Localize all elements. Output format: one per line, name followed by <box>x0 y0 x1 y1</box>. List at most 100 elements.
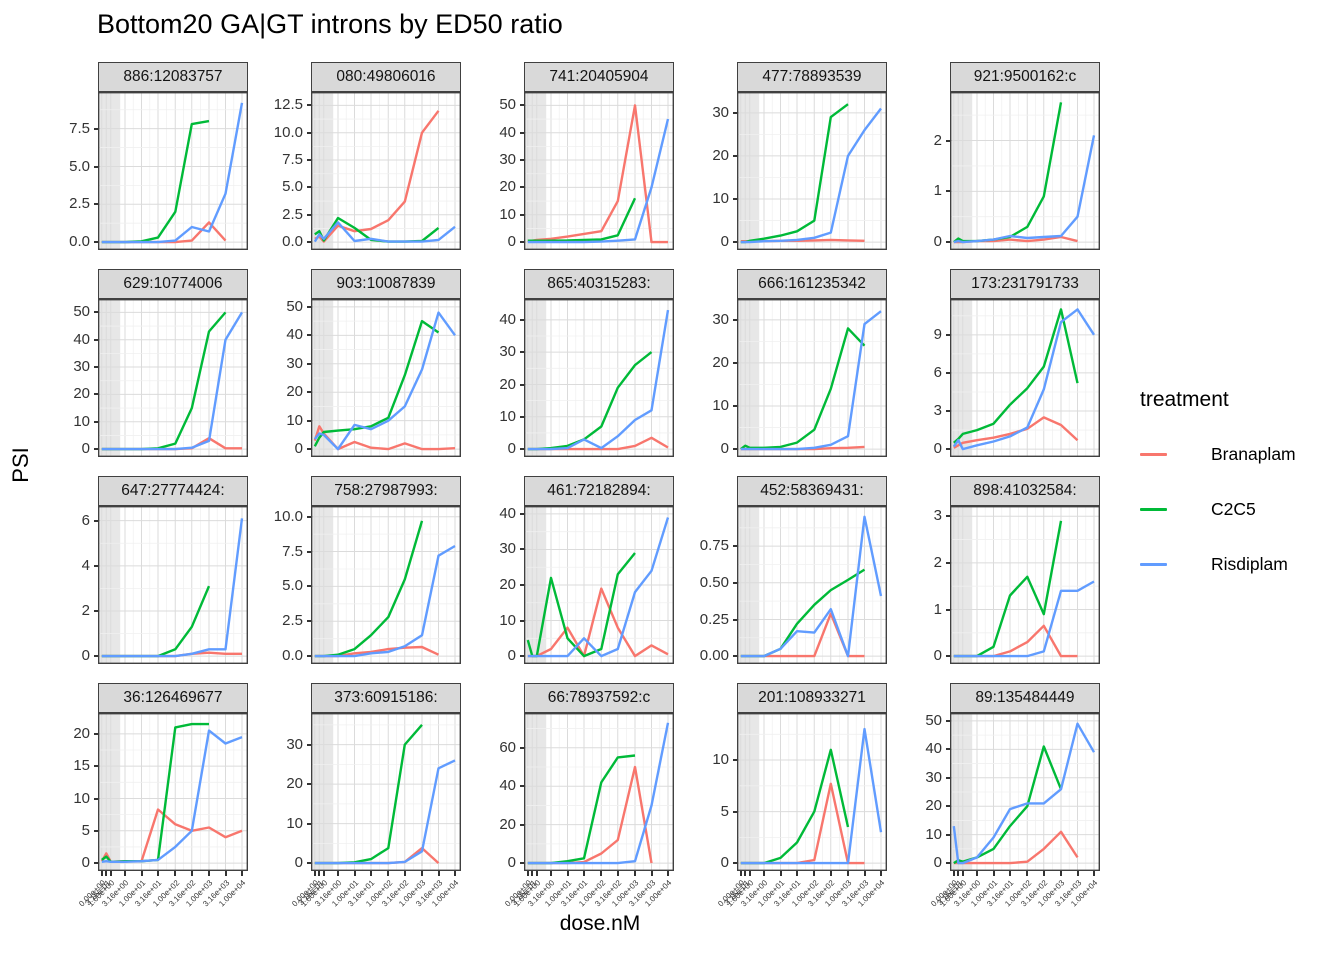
facet-strip-label: 201:108933271 <box>758 689 866 706</box>
facet-panel-plot <box>524 299 674 457</box>
x-tick-mark <box>880 871 882 876</box>
y-tick-mark <box>307 391 311 394</box>
y-tick-label: 20 <box>286 383 303 401</box>
y-tick-mark <box>94 366 98 369</box>
y-tick-label: 7.5 <box>282 542 303 560</box>
facet-panel-plot <box>950 92 1100 250</box>
x-tick-mark <box>322 871 325 876</box>
y-tick-mark <box>307 334 311 337</box>
y-tick-mark <box>307 419 311 422</box>
facet: 903:10087839 0 10 20 30 40 50 <box>265 269 461 457</box>
y-tick-label: 15 <box>73 757 90 775</box>
facet-panel-plot <box>311 506 461 664</box>
y-tick-mark <box>520 655 524 658</box>
facet-strip-label: 89:135484449 <box>975 689 1075 706</box>
y-tick-mark <box>520 548 524 551</box>
y-tick-mark <box>307 655 311 658</box>
facet-strip-label: 373:60915186: <box>334 689 438 706</box>
y-tick-mark <box>520 351 524 354</box>
series-line-risdiplam <box>740 107 882 244</box>
x-tick-mark <box>1093 871 1095 876</box>
facet-strip-label: 886:12083757 <box>123 68 223 85</box>
y-tick-mark <box>946 515 950 518</box>
facet-strip-label: 666:161235342 <box>758 275 866 292</box>
x-tick-mark <box>550 871 552 876</box>
y-tick-mark <box>946 241 950 244</box>
y-tick-mark <box>94 311 98 314</box>
y-tick-mark <box>946 410 950 412</box>
y-tick-mark <box>520 318 524 321</box>
facet-panel-plot <box>311 92 461 250</box>
y-tick-mark <box>94 127 98 130</box>
x-tick-mark <box>174 871 177 876</box>
x-tick-mark <box>535 871 538 876</box>
x-tick-mark <box>105 871 108 876</box>
y-tick-mark <box>946 561 950 564</box>
x-tick-mark <box>779 871 782 876</box>
y-tick-label: 4 <box>81 556 90 574</box>
series-line-risdiplam <box>952 722 1096 865</box>
y-tick-mark <box>946 776 950 779</box>
facet: 452:58369431: 0.00 0.25 0.50 0.75 <box>691 476 887 664</box>
y-tick-mark <box>520 213 524 216</box>
y-tick-label: 0 <box>81 440 90 458</box>
facet-strip-label: 647:27774424: <box>121 482 225 499</box>
y-tick-mark <box>946 333 950 336</box>
y-tick-mark <box>733 198 737 200</box>
facet-strip: 373:60915186: <box>311 683 461 713</box>
y-tick-label: 0 <box>81 854 90 872</box>
x-tick-mark <box>157 871 159 876</box>
legend-entry: Branaplam <box>1140 441 1296 467</box>
y-tick-mark <box>733 448 737 451</box>
y-tick-label: 0 <box>81 647 90 665</box>
y-tick-mark <box>520 619 524 622</box>
x-tick-mark <box>124 871 126 876</box>
facet: 89:135484449 0 10 20 30 40 50 0.00e+00 3.16e-01… <box>904 683 1100 908</box>
facet-strip: 865:40315283: <box>524 269 674 299</box>
y-tick-mark <box>733 545 737 548</box>
y-tick-mark <box>520 746 524 749</box>
x-tick-mark <box>403 871 406 876</box>
x-tick-mark <box>526 871 529 876</box>
y-tick-mark <box>307 783 311 786</box>
facet-strip-label: 66:78937592:c <box>547 689 651 706</box>
facet-strip: 173:231791733 <box>950 269 1100 299</box>
plot-title: Bottom20 GA|GT introns by ED50 ratio <box>97 9 563 39</box>
y-tick-label: 30 <box>712 103 729 121</box>
y-tick-label: 10 <box>712 751 729 769</box>
y-tick-label: 3 <box>933 507 942 525</box>
y-tick-mark <box>946 371 950 374</box>
y-axis-label: PSI <box>8 447 33 483</box>
y-tick-label: 40 <box>499 123 516 141</box>
y-tick-label: 0.0 <box>282 647 303 665</box>
y-tick-label: 0 <box>507 647 516 665</box>
facet-strip: 898:41032584: <box>950 476 1100 506</box>
y-tick-label: 10 <box>73 789 90 807</box>
y-tick-mark <box>94 765 98 768</box>
y-tick-mark <box>307 585 311 588</box>
facet-strip: 452:58369431: <box>737 476 887 506</box>
x-tick-mark <box>739 871 742 876</box>
x-tick-mark <box>313 871 316 876</box>
y-tick-label: 10 <box>499 611 516 629</box>
x-tick-mark <box>190 871 193 876</box>
y-tick-label: 50 <box>286 297 303 315</box>
y-tick-label: 2 <box>81 602 90 619</box>
y-tick-label: 12.5 <box>273 96 303 114</box>
y-tick-label: 2 <box>933 553 942 571</box>
facet-strip-label: 080:49806016 <box>336 68 436 85</box>
legend-entry-label: Risdiplam <box>1211 553 1288 574</box>
x-tick-mark <box>847 871 849 876</box>
y-tick-mark <box>307 550 311 553</box>
facet: 629:10774006 0 10 20 30 40 50 <box>52 269 248 457</box>
facet: 477:78893539 0 10 20 30 <box>691 62 887 250</box>
y-tick-label: 40 <box>499 504 516 522</box>
y-tick-label: 20 <box>73 724 90 742</box>
facet-strip: 903:10087839 <box>311 269 461 299</box>
facet-strip: 477:78893539 <box>737 62 887 92</box>
x-tick-mark <box>813 871 816 876</box>
facet-panel-plot <box>737 92 887 250</box>
facet: 921:9500162:c 0 1 2 <box>904 62 1100 250</box>
x-tick-mark <box>1042 871 1045 876</box>
x-tick-mark <box>437 871 440 876</box>
